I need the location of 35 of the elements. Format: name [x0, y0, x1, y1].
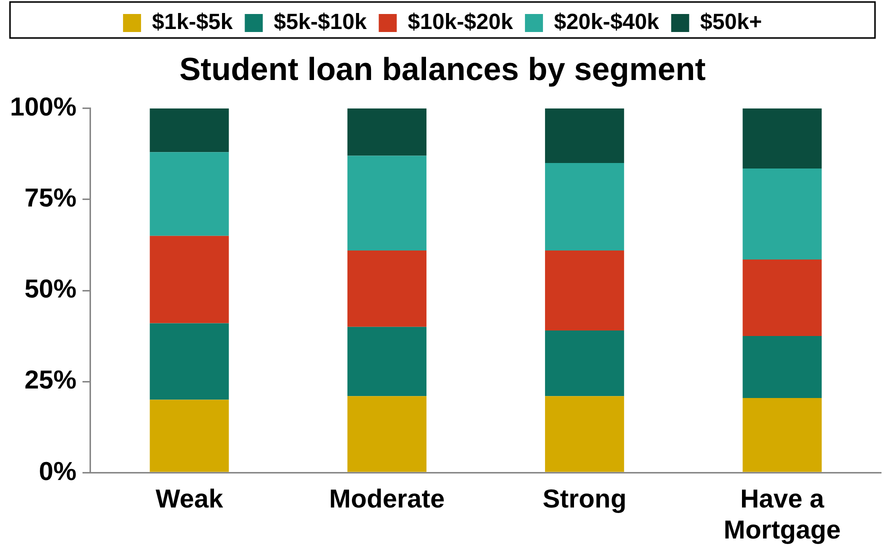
x-tick-label: Moderate — [329, 483, 445, 514]
bar — [347, 156, 426, 250]
legend-label: $1k-$5k — [152, 9, 234, 34]
x-tick-label: Have a Mortgage — [724, 483, 841, 545]
legend-label: $20k-$40k — [554, 9, 660, 34]
bar — [347, 108, 426, 156]
chart-title: Student loan balances by segment — [179, 51, 706, 88]
x-tick-label: Strong — [542, 483, 626, 514]
bar — [742, 108, 822, 168]
bar — [545, 330, 624, 396]
bar — [545, 108, 624, 164]
y-tick-label: 100% — [10, 92, 76, 122]
bar — [150, 323, 229, 400]
legend-label: $10k-$20k — [408, 9, 514, 34]
y-tick-label: 50% — [24, 274, 76, 304]
legend-label: $5k-$10k — [274, 9, 368, 34]
bar — [150, 108, 229, 152]
y-tick-label: 25% — [24, 364, 76, 395]
bar — [742, 260, 822, 336]
bar — [150, 400, 229, 472]
bar — [742, 336, 822, 398]
bar — [347, 396, 426, 472]
bar — [742, 398, 822, 472]
bar — [545, 163, 624, 250]
bar — [347, 326, 426, 396]
x-tick-label: Weak — [156, 483, 224, 514]
y-tick-label: 75% — [24, 182, 76, 213]
bar — [545, 250, 624, 331]
bar — [347, 250, 426, 327]
bar — [150, 152, 229, 236]
bar — [742, 168, 822, 260]
bar — [150, 236, 229, 324]
bar — [545, 396, 624, 472]
legend-label: $50k+ — [700, 9, 762, 34]
y-tick-label: 0% — [38, 456, 76, 486]
